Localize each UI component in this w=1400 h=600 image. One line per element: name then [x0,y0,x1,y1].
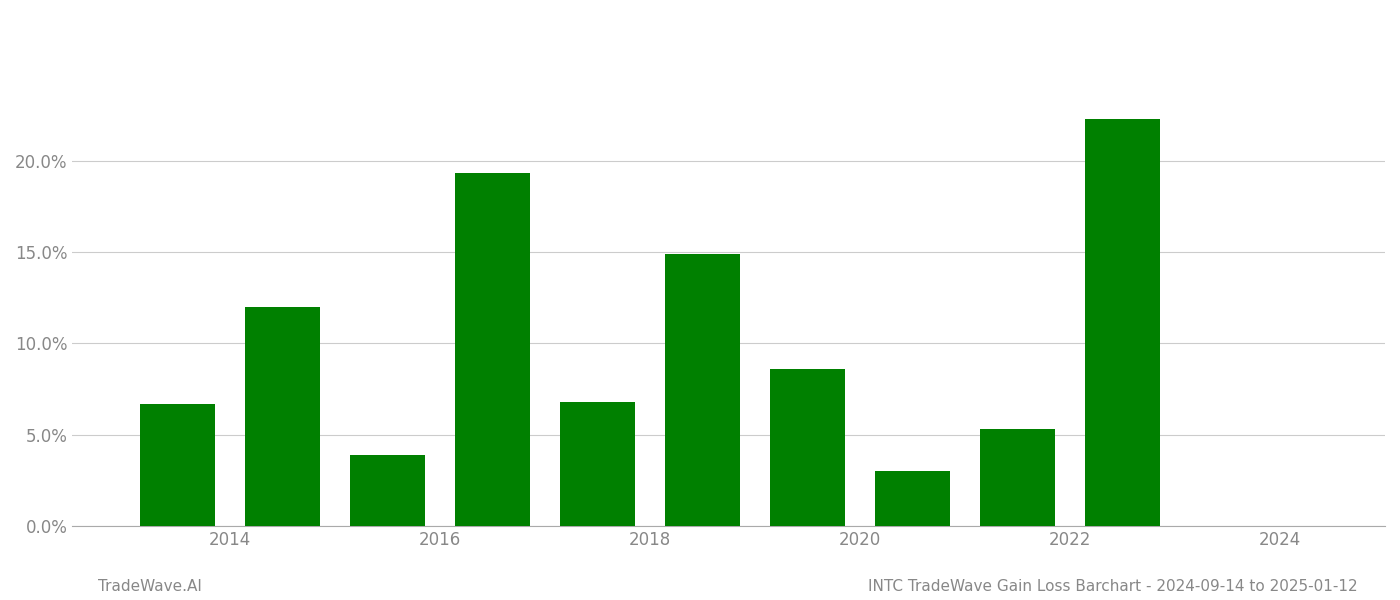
Bar [140,404,216,526]
Bar [980,429,1056,526]
Bar [875,472,951,526]
Text: TradeWave.AI: TradeWave.AI [98,579,202,594]
Bar [665,254,741,526]
Bar [560,402,636,526]
Bar [350,455,426,526]
Bar [245,307,321,526]
Bar [1085,119,1161,526]
Bar [770,369,846,526]
Bar [455,173,531,526]
Text: INTC TradeWave Gain Loss Barchart - 2024-09-14 to 2025-01-12: INTC TradeWave Gain Loss Barchart - 2024… [868,579,1358,594]
